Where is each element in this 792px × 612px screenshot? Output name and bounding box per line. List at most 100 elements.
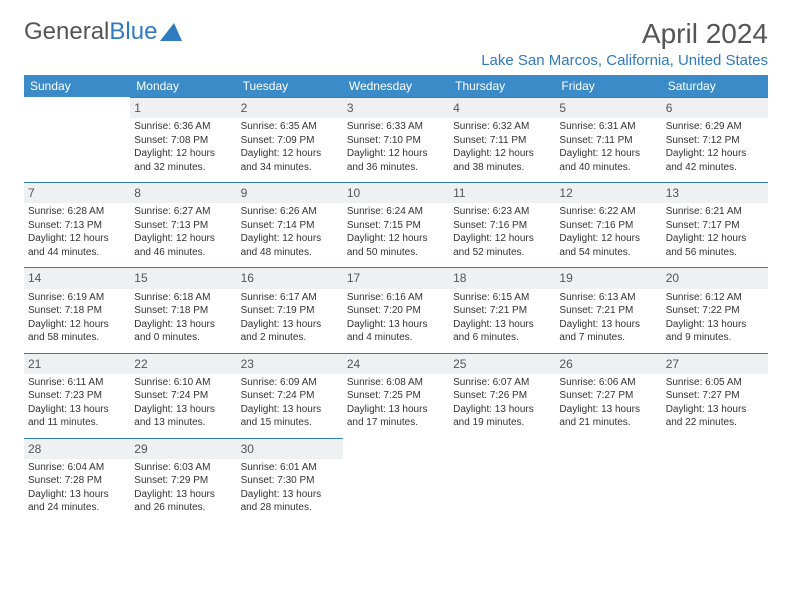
sunrise-text: Sunrise: 6:16 AM (347, 291, 445, 305)
daylight-text: and 9 minutes. (666, 331, 764, 345)
calendar-week-row: 14Sunrise: 6:19 AMSunset: 7:18 PMDayligh… (24, 267, 768, 352)
daylight-text: Daylight: 12 hours (347, 147, 445, 161)
daylight-text: and 28 minutes. (241, 501, 339, 515)
daylight-text: Daylight: 13 hours (134, 318, 232, 332)
daylight-text: and 34 minutes. (241, 161, 339, 175)
daylight-text: Daylight: 12 hours (134, 232, 232, 246)
daylight-text: Daylight: 12 hours (666, 147, 764, 161)
weekday-header: Saturday (662, 75, 768, 97)
daylight-text: Daylight: 12 hours (453, 232, 551, 246)
sunset-text: Sunset: 7:20 PM (347, 304, 445, 318)
daylight-text: and 11 minutes. (28, 416, 126, 430)
daylight-text: and 0 minutes. (134, 331, 232, 345)
calendar-day-cell: 13Sunrise: 6:21 AMSunset: 7:17 PMDayligh… (662, 182, 768, 267)
calendar-day-cell: 19Sunrise: 6:13 AMSunset: 7:21 PMDayligh… (555, 267, 661, 352)
weekday-header: Thursday (449, 75, 555, 97)
sunset-text: Sunset: 7:11 PM (453, 134, 551, 148)
day-number: 19 (555, 267, 661, 288)
calendar-day-cell: 14Sunrise: 6:19 AMSunset: 7:18 PMDayligh… (24, 267, 130, 352)
daylight-text: and 52 minutes. (453, 246, 551, 260)
day-number: 30 (237, 438, 343, 459)
sunset-text: Sunset: 7:22 PM (666, 304, 764, 318)
day-number: 20 (662, 267, 768, 288)
calendar-week-row: 28Sunrise: 6:04 AMSunset: 7:28 PMDayligh… (24, 438, 768, 523)
sunset-text: Sunset: 7:18 PM (28, 304, 126, 318)
day-number: 28 (24, 438, 130, 459)
location-label: Lake San Marcos, California, United Stat… (24, 52, 768, 69)
daylight-text: and 13 minutes. (134, 416, 232, 430)
day-number: 4 (449, 97, 555, 118)
daylight-text: and 56 minutes. (666, 246, 764, 260)
daylight-text: and 46 minutes. (134, 246, 232, 260)
daylight-text: Daylight: 13 hours (453, 403, 551, 417)
daylight-text: and 58 minutes. (28, 331, 126, 345)
day-number: 16 (237, 267, 343, 288)
daylight-text: and 36 minutes. (347, 161, 445, 175)
calendar-day-cell: 27Sunrise: 6:05 AMSunset: 7:27 PMDayligh… (662, 353, 768, 438)
daylight-text: Daylight: 12 hours (28, 318, 126, 332)
daylight-text: Daylight: 13 hours (241, 488, 339, 502)
day-number: 17 (343, 267, 449, 288)
calendar-day-cell: 30Sunrise: 6:01 AMSunset: 7:30 PMDayligh… (237, 438, 343, 523)
daylight-text: and 22 minutes. (666, 416, 764, 430)
sunset-text: Sunset: 7:15 PM (347, 219, 445, 233)
daylight-text: Daylight: 12 hours (241, 232, 339, 246)
sunset-text: Sunset: 7:17 PM (666, 219, 764, 233)
sunrise-text: Sunrise: 6:08 AM (347, 376, 445, 390)
calendar-page: GeneralBlue April 2024 Lake San Marcos, … (0, 0, 792, 541)
day-number: 25 (449, 353, 555, 374)
day-number: 6 (662, 97, 768, 118)
day-number: 10 (343, 182, 449, 203)
sunrise-text: Sunrise: 6:35 AM (241, 120, 339, 134)
daylight-text: and 32 minutes. (134, 161, 232, 175)
daylight-text: Daylight: 12 hours (241, 147, 339, 161)
calendar-day-cell: 23Sunrise: 6:09 AMSunset: 7:24 PMDayligh… (237, 353, 343, 438)
day-number: 3 (343, 97, 449, 118)
day-number: 7 (24, 182, 130, 203)
calendar-day-cell: 2Sunrise: 6:35 AMSunset: 7:09 PMDaylight… (237, 97, 343, 182)
weekday-header: Sunday (24, 75, 130, 97)
calendar-week-row: 21Sunrise: 6:11 AMSunset: 7:23 PMDayligh… (24, 353, 768, 438)
sunrise-text: Sunrise: 6:01 AM (241, 461, 339, 475)
sunset-text: Sunset: 7:08 PM (134, 134, 232, 148)
calendar-week-row: 1Sunrise: 6:36 AMSunset: 7:08 PMDaylight… (24, 97, 768, 182)
sunrise-text: Sunrise: 6:06 AM (559, 376, 657, 390)
calendar-day-cell: 3Sunrise: 6:33 AMSunset: 7:10 PMDaylight… (343, 97, 449, 182)
daylight-text: and 26 minutes. (134, 501, 232, 515)
daylight-text: Daylight: 13 hours (28, 403, 126, 417)
calendar-day-cell: 20Sunrise: 6:12 AMSunset: 7:22 PMDayligh… (662, 267, 768, 352)
day-number: 15 (130, 267, 236, 288)
daylight-text: and 38 minutes. (453, 161, 551, 175)
sunset-text: Sunset: 7:28 PM (28, 474, 126, 488)
weekday-header: Friday (555, 75, 661, 97)
sunrise-text: Sunrise: 6:27 AM (134, 205, 232, 219)
calendar-day-cell: 21Sunrise: 6:11 AMSunset: 7:23 PMDayligh… (24, 353, 130, 438)
daylight-text: Daylight: 13 hours (453, 318, 551, 332)
sunrise-text: Sunrise: 6:22 AM (559, 205, 657, 219)
sunset-text: Sunset: 7:29 PM (134, 474, 232, 488)
calendar-day-cell (555, 438, 661, 523)
day-number: 8 (130, 182, 236, 203)
sunset-text: Sunset: 7:26 PM (453, 389, 551, 403)
daylight-text: and 15 minutes. (241, 416, 339, 430)
page-title: April 2024 (642, 18, 768, 50)
weekday-header: Tuesday (237, 75, 343, 97)
calendar-day-cell: 10Sunrise: 6:24 AMSunset: 7:15 PMDayligh… (343, 182, 449, 267)
daylight-text: Daylight: 13 hours (134, 488, 232, 502)
daylight-text: and 50 minutes. (347, 246, 445, 260)
day-number: 23 (237, 353, 343, 374)
calendar-day-cell: 15Sunrise: 6:18 AMSunset: 7:18 PMDayligh… (130, 267, 236, 352)
calendar-day-cell: 1Sunrise: 6:36 AMSunset: 7:08 PMDaylight… (130, 97, 236, 182)
sunset-text: Sunset: 7:19 PM (241, 304, 339, 318)
calendar-day-cell (662, 438, 768, 523)
sunrise-text: Sunrise: 6:33 AM (347, 120, 445, 134)
logo-triangle-icon (160, 23, 182, 41)
sunrise-text: Sunrise: 6:05 AM (666, 376, 764, 390)
logo-text-1: General (24, 18, 109, 46)
daylight-text: Daylight: 12 hours (347, 232, 445, 246)
day-number: 18 (449, 267, 555, 288)
day-number: 2 (237, 97, 343, 118)
calendar-day-cell (24, 97, 130, 182)
sunrise-text: Sunrise: 6:11 AM (28, 376, 126, 390)
day-number: 26 (555, 353, 661, 374)
